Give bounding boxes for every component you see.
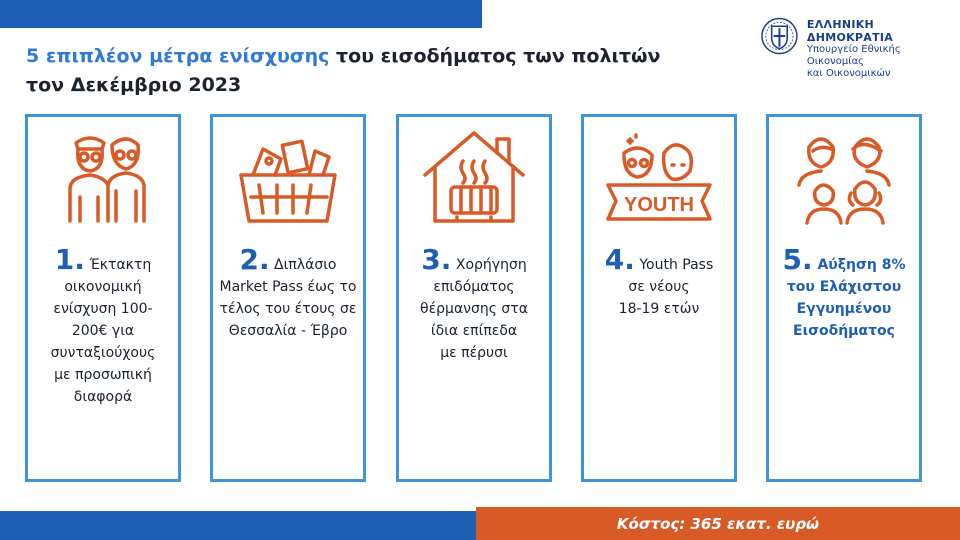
measure-line: οικονομική bbox=[64, 279, 142, 295]
measure-line: με προσωπική bbox=[54, 367, 152, 383]
measure-first-1: Έκτακτη bbox=[84, 257, 152, 273]
measure-text-3: 3. Χορήγηση επιδόματος θέρμανσης στα ίδι… bbox=[403, 246, 545, 364]
youth-icon-text: YOUTH bbox=[624, 194, 694, 216]
logo-country: ΕΛΛΗΝΙΚΗ ΔΗΜΟΚΡΑΤΙΑ bbox=[806, 18, 894, 44]
measure-text-4: 4. Youth Pass σε νέους 18-19 ετών bbox=[588, 246, 730, 320]
heated-house-icon bbox=[423, 131, 525, 223]
measure-line: του Ελάχιστου bbox=[786, 279, 902, 295]
measure-line: ίδια επίπεδα bbox=[430, 323, 518, 339]
measure-line: Θεσσαλία - Έβρο bbox=[228, 323, 348, 339]
logo-ministry-1: Υπουργείο Εθνικής Οικονομίας bbox=[806, 44, 901, 67]
measure-card-1: 1. Έκτακτη οικονομική ενίσχυση 100- 200€… bbox=[25, 114, 181, 482]
measure-line: Market Pass έως το bbox=[219, 279, 357, 295]
measure-text-2: 2. Διπλάσιο Market Pass έως το τέλος του… bbox=[217, 246, 359, 342]
logo-ministry-2: και Οικονομικών bbox=[806, 68, 891, 79]
measure-card-4: YOUTH 4. Youth Pass σε νέους 18-19 ετών bbox=[581, 114, 737, 482]
page-title: 5 επιπλέον μέτρα ενίσχυσης του εισοδήματ… bbox=[26, 42, 716, 100]
measure-first-3: Χορήγηση bbox=[451, 257, 527, 273]
measure-line: συνταξιούχους bbox=[50, 345, 156, 361]
elderly-couple-icon bbox=[68, 136, 146, 223]
title-rest: του εισοδήματος των πολιτών bbox=[329, 45, 661, 67]
measure-first-4: Youth Pass bbox=[634, 257, 714, 273]
measure-text-5: 5. Αύξηση 8% του Ελάχιστου Εγγυημένου Ει… bbox=[773, 246, 915, 342]
measure-first-2: Διπλάσιο bbox=[269, 257, 337, 273]
measure-text-1: 1. Έκτακτη οικονομική ενίσχυση 100- 200€… bbox=[32, 246, 174, 408]
shopping-basket-icon bbox=[239, 139, 337, 223]
measure-line: σε νέους bbox=[628, 279, 690, 295]
measure-number-1: 1. bbox=[54, 243, 85, 276]
measure-line: με πέρυσι bbox=[440, 345, 508, 361]
youth-banner-icon: YOUTH bbox=[606, 133, 712, 221]
measure-card-2: 2. Διπλάσιο Market Pass έως το τέλος του… bbox=[210, 114, 366, 482]
measure-number-3: 3. bbox=[421, 243, 452, 276]
measure-number-2: 2. bbox=[239, 243, 270, 276]
measure-card-5: 5. Αύξηση 8% του Ελάχιστου Εγγυημένου Ει… bbox=[766, 114, 922, 482]
family-icon bbox=[797, 137, 891, 225]
emblem-icon bbox=[761, 17, 798, 55]
measure-line: Εγγυημένου bbox=[796, 301, 892, 317]
ministry-logo: ΕΛΛΗΝΙΚΗ ΔΗΜΟΚΡΑΤΙΑ Υπουργείο Εθνικής Οι… bbox=[760, 14, 960, 80]
measure-line: διαφορά bbox=[73, 389, 133, 405]
measure-number-5: 5. bbox=[782, 243, 813, 276]
measure-line: ενίσχυση 100- bbox=[53, 301, 153, 317]
title-accent: 5 επιπλέον μέτρα ενίσχυσης bbox=[26, 45, 330, 67]
measure-number-4: 4. bbox=[604, 243, 635, 276]
measure-card-3: 3. Χορήγηση επιδόματος θέρμανσης στα ίδι… bbox=[396, 114, 552, 482]
measure-line: θέρμανσης στα bbox=[420, 301, 528, 317]
measure-line: τέλος του έτους σε bbox=[219, 301, 357, 317]
measure-first-5: Αύξηση 8% bbox=[812, 257, 906, 273]
measure-line: επιδόματος bbox=[433, 279, 515, 295]
measure-line: 200€ για bbox=[71, 323, 135, 339]
measure-line: 18-19 ετών bbox=[618, 301, 700, 317]
measure-line: Εισοδήματος bbox=[793, 323, 895, 339]
cost-banner: Κόστος: 365 εκατ. ευρώ bbox=[476, 507, 960, 540]
title-line2: τον Δεκέμβριο 2023 bbox=[26, 74, 242, 96]
top-accent-bar bbox=[0, 0, 482, 28]
cost-text: Κόστος: 365 εκατ. ευρώ bbox=[616, 514, 820, 533]
